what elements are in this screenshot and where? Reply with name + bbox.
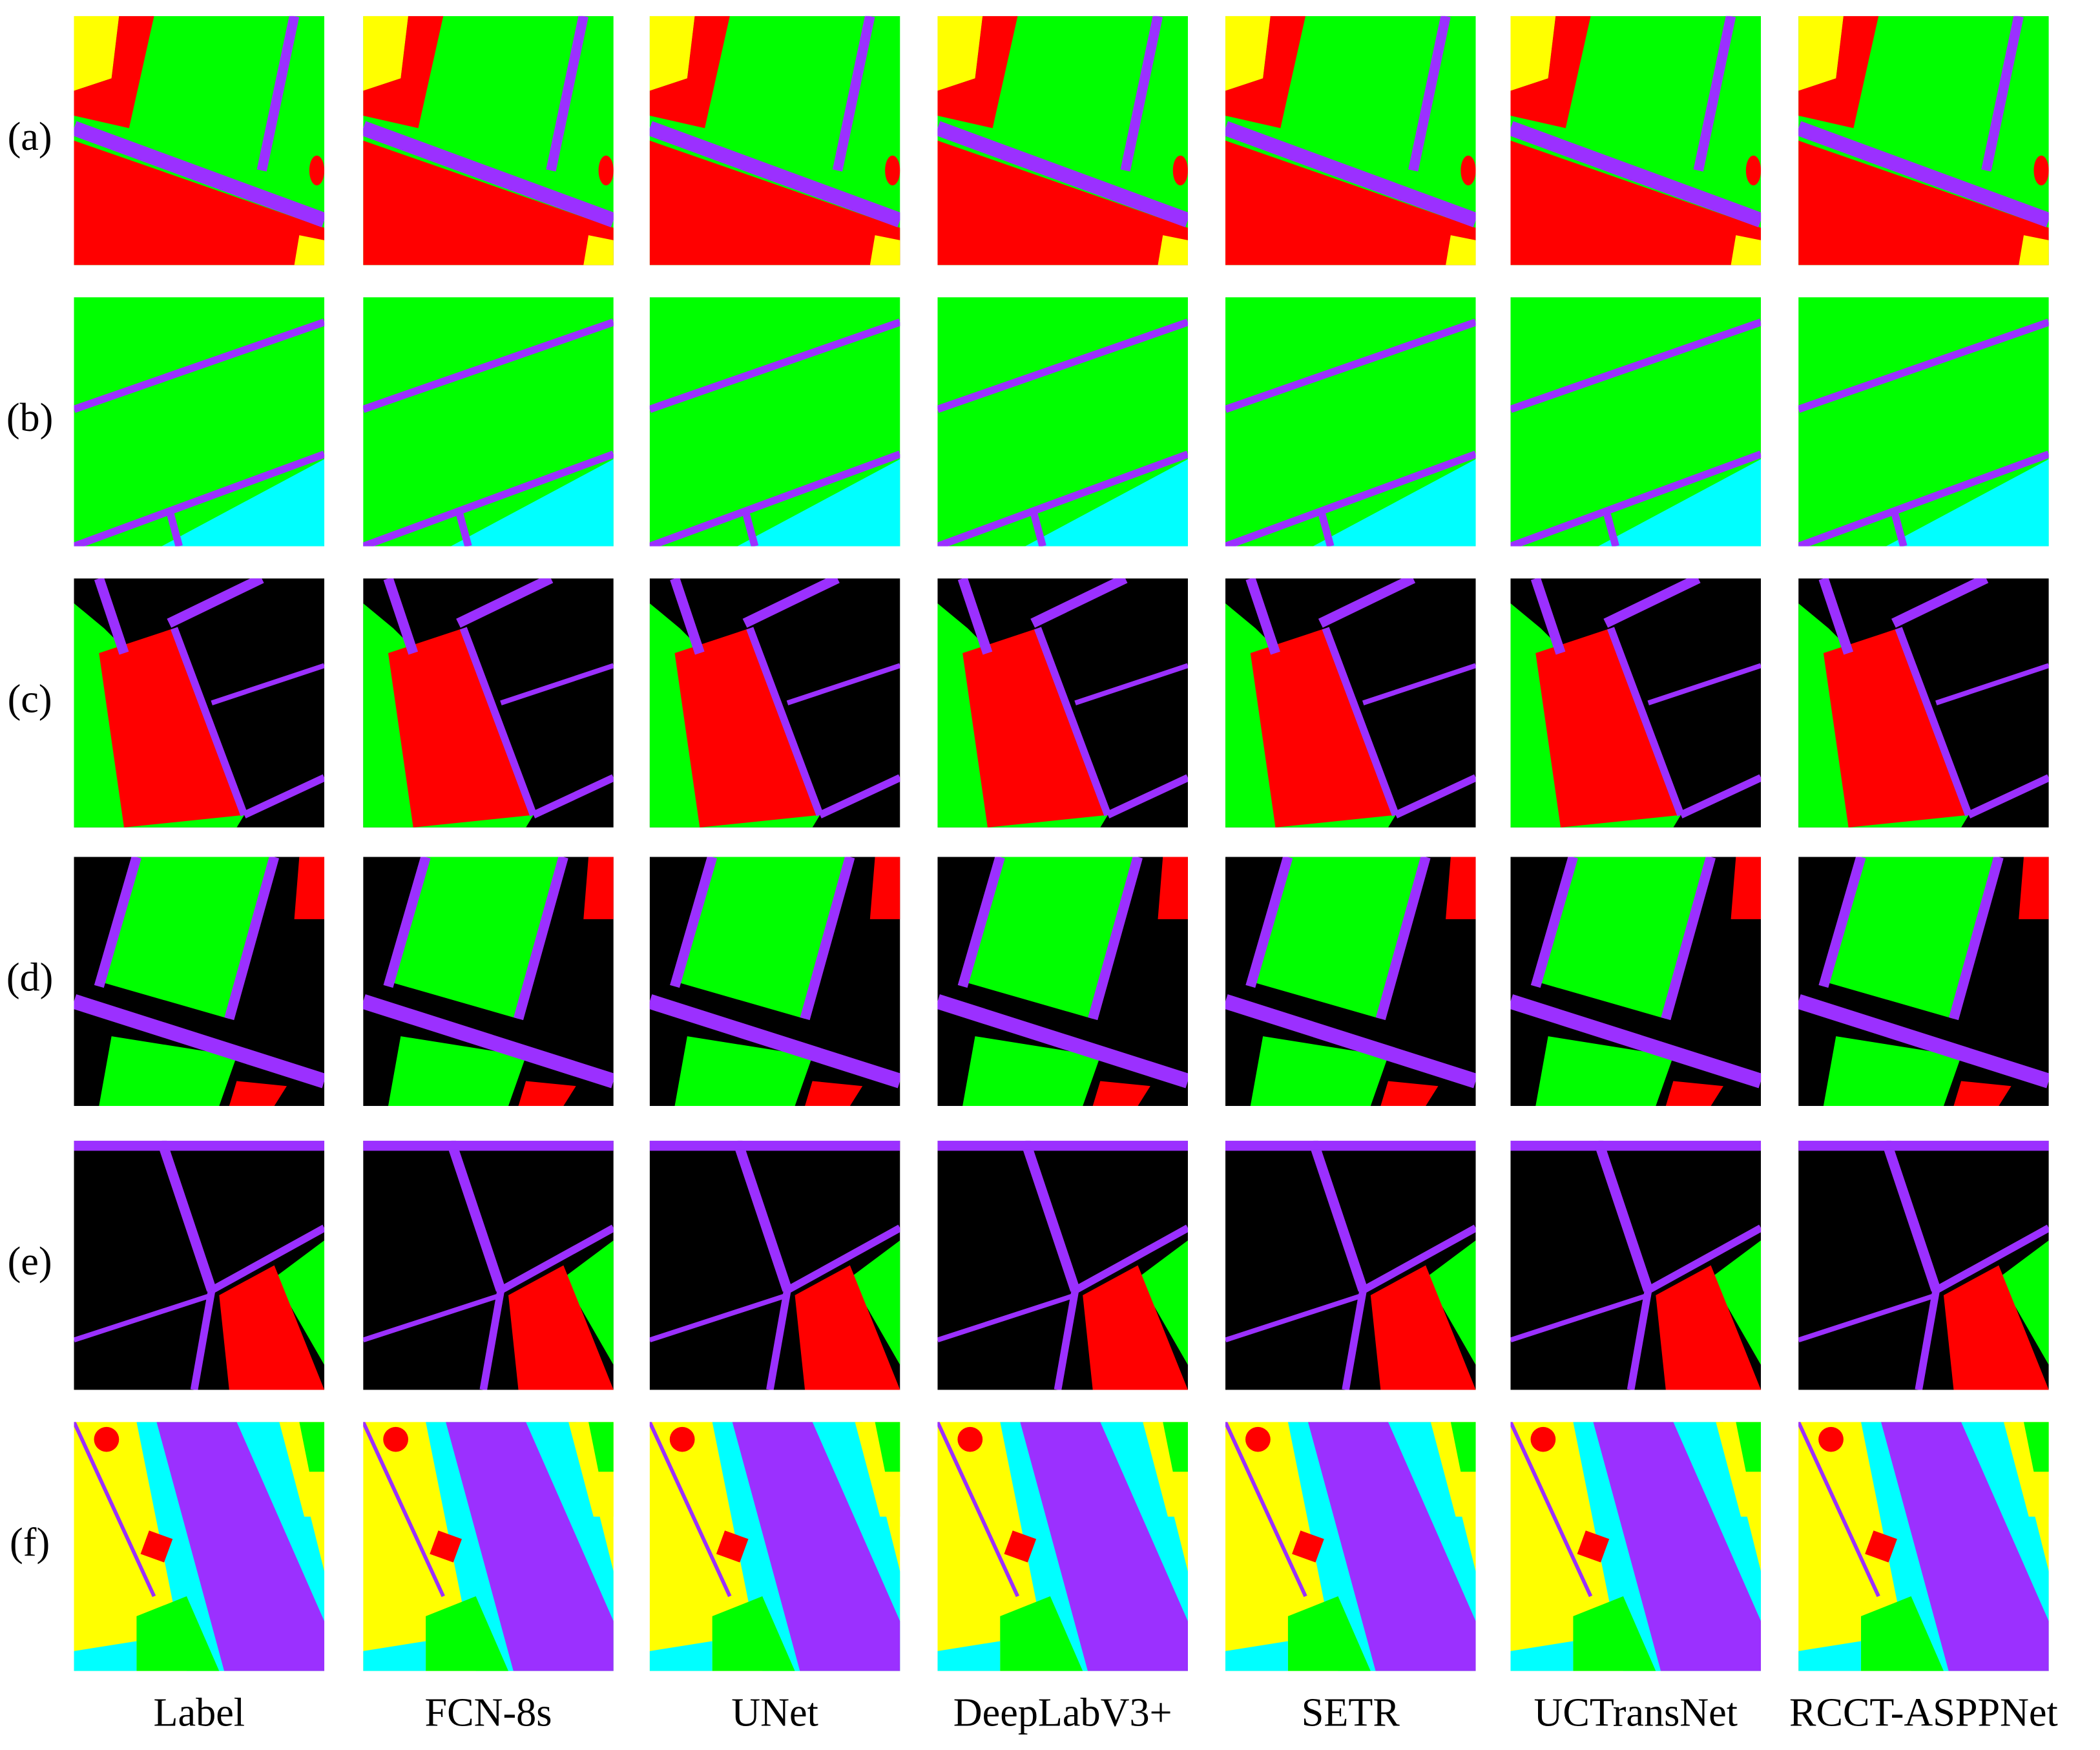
- segmentation-map: [1225, 578, 1476, 828]
- segmentation-map: [937, 1422, 1188, 1671]
- row-label: (b): [6, 396, 54, 440]
- segmentation-map: [1798, 297, 2049, 547]
- column-label: SETR: [1302, 1691, 1400, 1734]
- row-label: (d): [6, 956, 54, 1000]
- segmentation-map: [1511, 297, 1762, 547]
- row-label: (f): [10, 1521, 50, 1565]
- segmentation-map: [650, 1141, 900, 1390]
- column-label: FCN-8s: [425, 1691, 552, 1734]
- segmentation-map: [363, 1141, 614, 1390]
- segmentation-map: [937, 578, 1188, 828]
- segmentation-map: [1225, 857, 1476, 1107]
- column-label: DeepLabV3+: [953, 1691, 1172, 1734]
- segmentation-map: [1511, 578, 1762, 828]
- segmentation-map: [1225, 1141, 1476, 1390]
- segmentation-map: [1798, 16, 2049, 266]
- segmentation-map: [1225, 16, 1476, 266]
- segmentation-map: [1511, 16, 1762, 266]
- segmentation-map: [1225, 297, 1476, 547]
- segmentation-map: [937, 297, 1188, 547]
- segmentation-map: [74, 1422, 325, 1671]
- segmentation-map: [1511, 857, 1762, 1107]
- segmentation-map: [363, 857, 614, 1107]
- segmentation-map: [1511, 1422, 1762, 1671]
- segmentation-map: [363, 578, 614, 828]
- segmentation-map: [937, 1141, 1188, 1390]
- segmentation-map: [650, 857, 900, 1107]
- column-label: Label: [154, 1691, 245, 1734]
- segmentation-map: [650, 578, 900, 828]
- segmentation-map: [363, 1422, 614, 1671]
- segmentation-map: [1225, 1422, 1476, 1671]
- row-label: (c): [8, 677, 52, 721]
- column-label: UNet: [731, 1691, 818, 1734]
- segmentation-map: [1798, 1422, 2049, 1671]
- segmentation-map: [1511, 1141, 1762, 1390]
- segmentation-map: [74, 297, 325, 547]
- segmentation-map: [363, 297, 614, 547]
- segmentation-map: [74, 857, 325, 1107]
- segmentation-map: [1798, 1141, 2049, 1390]
- segmentation-map: [937, 857, 1188, 1107]
- segmentation-map: [650, 16, 900, 266]
- segmentation-map: [650, 1422, 900, 1671]
- segmentation-map: [1798, 578, 2049, 828]
- row-label: (a): [8, 115, 52, 159]
- column-label: RCCT-ASPPNet: [1789, 1691, 2058, 1734]
- row-label: (e): [8, 1240, 52, 1284]
- segmentation-map: [937, 16, 1188, 266]
- segmentation-map: [1798, 857, 2049, 1107]
- segmentation-map: [363, 16, 614, 266]
- segmentation-map: [74, 1141, 325, 1390]
- column-label: UCTransNet: [1534, 1691, 1738, 1734]
- segmentation-map: [650, 297, 900, 547]
- segmentation-map: [74, 578, 325, 828]
- segmentation-map: [74, 16, 325, 266]
